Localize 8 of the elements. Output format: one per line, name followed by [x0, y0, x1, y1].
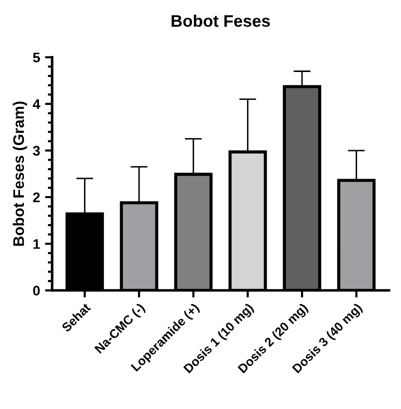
- y-tick-label: 0: [33, 286, 40, 296]
- y-axis-title: Bobot Feses (Gram): [12, 102, 28, 246]
- y-tick-label: 2: [33, 192, 40, 202]
- chart-title: Bobot Feses: [172, 14, 270, 27]
- y-tick-label: 4: [32, 99, 40, 109]
- y-tick-label: 1: [33, 239, 40, 249]
- y-tick-label: 3: [32, 146, 40, 156]
- y-tick-label: 5: [33, 52, 40, 62]
